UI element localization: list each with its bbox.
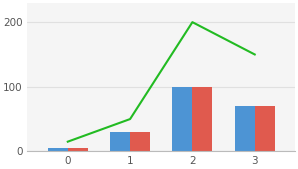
Bar (130, 132, 150, 151)
Bar (173, 87, 193, 151)
Bar (68, 148, 88, 151)
Bar (193, 87, 212, 151)
Bar (255, 106, 275, 151)
Bar (110, 132, 130, 151)
Bar (235, 106, 255, 151)
Bar (48, 148, 68, 151)
